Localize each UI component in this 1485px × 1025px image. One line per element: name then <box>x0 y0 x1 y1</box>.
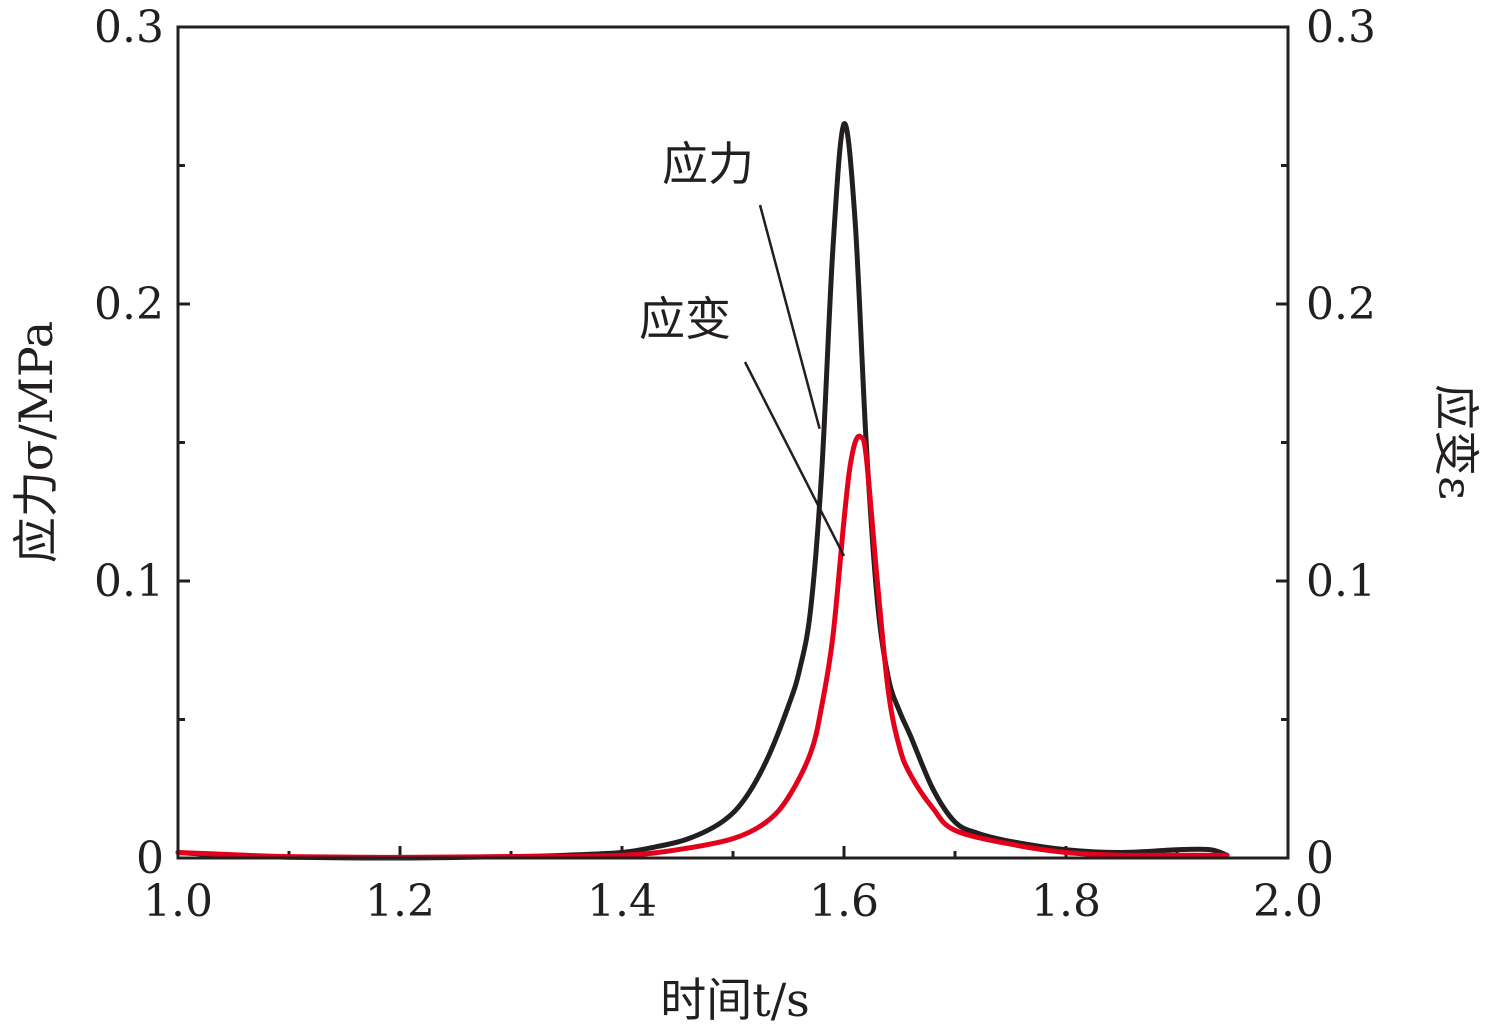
ticks-layer: 1.0 1.2 1.4 1.6 1.8 2.000.10.20.300.10.20.3 <box>94 2 1376 927</box>
labels-layer: 时间t/s 应力σ/MPa 应变ε <box>9 321 1483 1025</box>
x-axis-title: 时间t/s <box>660 973 810 1025</box>
strain-annotation-leader <box>743 361 846 557</box>
stress-annotation-label: 应力 <box>662 137 754 191</box>
series-layer <box>175 121 1230 861</box>
x-tick-label: 2.0 <box>1253 876 1323 927</box>
y-left-tick-label: 0 <box>136 833 164 884</box>
y-left-tick-label: 0.3 <box>94 2 164 53</box>
y-axis-right-title: 应变ε <box>1429 384 1483 500</box>
x-tick-label: 1.6 <box>809 876 879 927</box>
x-tick-label: 1.0 <box>143 876 213 927</box>
y-right-tick-label: 0 <box>1306 833 1334 884</box>
stress-series-line <box>175 121 1230 861</box>
y-right-tick-label: 0.3 <box>1306 2 1376 53</box>
x-tick-label: 1.4 <box>587 876 657 927</box>
y-right-tick-label: 0.2 <box>1306 279 1376 330</box>
plot-frame <box>176 25 1290 860</box>
strain-series-line <box>175 433 1230 860</box>
y-left-tick-label: 0.1 <box>94 556 164 607</box>
strain-annotation-label: 应变 <box>639 292 731 346</box>
x-tick-label: 1.2 <box>365 876 435 927</box>
x-tick-label: 1.8 <box>1031 876 1101 927</box>
y-right-tick-label: 0.1 <box>1306 556 1376 607</box>
frame-layer <box>176 25 1290 860</box>
y-axis-left-title: 应力σ/MPa <box>9 321 63 563</box>
y-left-tick-label: 0.2 <box>94 279 164 330</box>
stress-annotation-leader <box>758 204 821 429</box>
